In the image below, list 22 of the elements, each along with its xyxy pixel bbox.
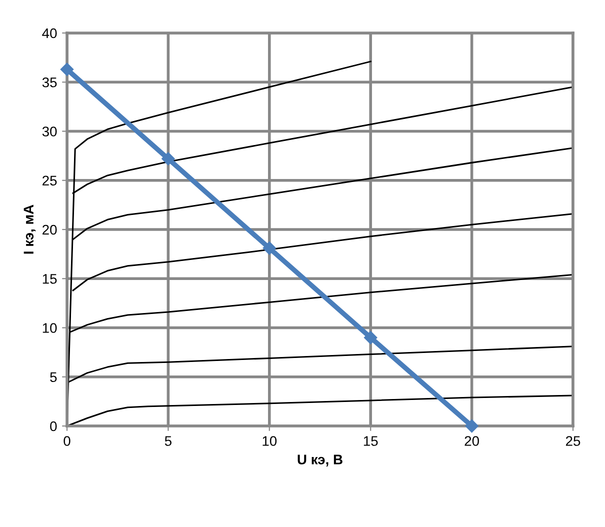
y-tick-label: 15 — [42, 274, 57, 284]
y-tick-label: 35 — [42, 77, 57, 88]
x-tick-label: 20 — [464, 436, 479, 446]
point — [60, 62, 74, 76]
x-tick-label: 10 — [262, 436, 277, 446]
x-axis-title: U кэ, В — [298, 454, 342, 466]
point — [364, 330, 378, 344]
y-tick-label: 20 — [42, 224, 57, 235]
x-tick-label: 15 — [364, 436, 378, 446]
x-tick-label: 25 — [566, 436, 580, 446]
y-tick-label: 5 — [50, 372, 57, 382]
y-axis-title: I кэ, мА — [24, 204, 36, 254]
y-tick-label: 25 — [42, 176, 57, 186]
point — [162, 152, 175, 166]
x-tick-label: 0 — [64, 436, 70, 446]
y-tick-label: 10 — [42, 323, 57, 333]
point — [465, 419, 478, 433]
x-tick-label: 5 — [164, 436, 172, 446]
y-tick-label: 30 — [42, 126, 57, 136]
point — [262, 242, 276, 255]
y-tick-label: 40 — [42, 28, 57, 38]
y-tick-label: 0 — [50, 421, 57, 432]
